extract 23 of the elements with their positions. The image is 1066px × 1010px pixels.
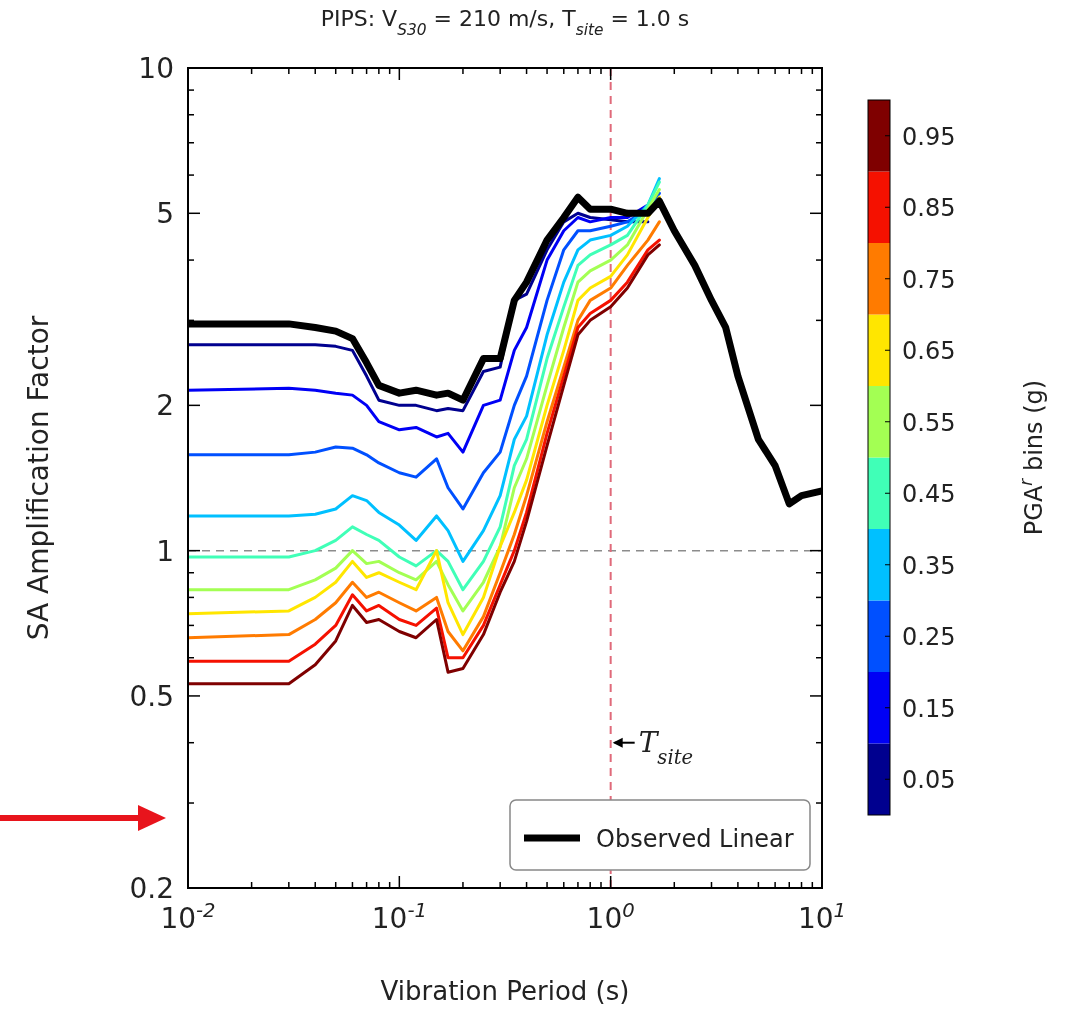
color-bar-label: 0.95 xyxy=(902,122,956,151)
color-bar-label: 0.05 xyxy=(902,766,956,795)
color-bar-label: 0.75 xyxy=(902,265,956,294)
color-bar-label: 0.65 xyxy=(902,337,956,366)
y-tick-label: 2 xyxy=(156,389,174,423)
y-axis-title: SA Amplification Factor xyxy=(22,315,55,641)
y-tick-label: 10 xyxy=(138,52,174,85)
legend-label: Observed Linear xyxy=(596,825,794,853)
y-tick-label: 1 xyxy=(156,534,174,568)
annotation: T$_{site}$ xyxy=(638,725,694,769)
x-tick-label: 10$^{-1}$ xyxy=(371,898,427,935)
color-bar-label: 0.25 xyxy=(902,623,956,652)
color-bar-label: 0.15 xyxy=(902,694,956,723)
color-bar-label: 0.85 xyxy=(902,194,956,223)
color-bar-label: 0.45 xyxy=(902,480,956,509)
y-tick-label: 0.5 xyxy=(129,679,174,713)
x-tick-label: 10$^{1}$ xyxy=(797,898,847,935)
y-tick-label: 5 xyxy=(156,197,174,231)
chart-title: PIPS: V$_{S30}$ = 210 m/s, T$_{site}$ = 1.0 s xyxy=(320,6,690,39)
color-bar-label: 0.35 xyxy=(902,551,956,580)
x-tick-label: 10$^{0}$ xyxy=(586,898,635,935)
x-axis-title: Vibration Period (s) xyxy=(380,976,630,1006)
color-bar-label: 0.55 xyxy=(902,408,956,437)
